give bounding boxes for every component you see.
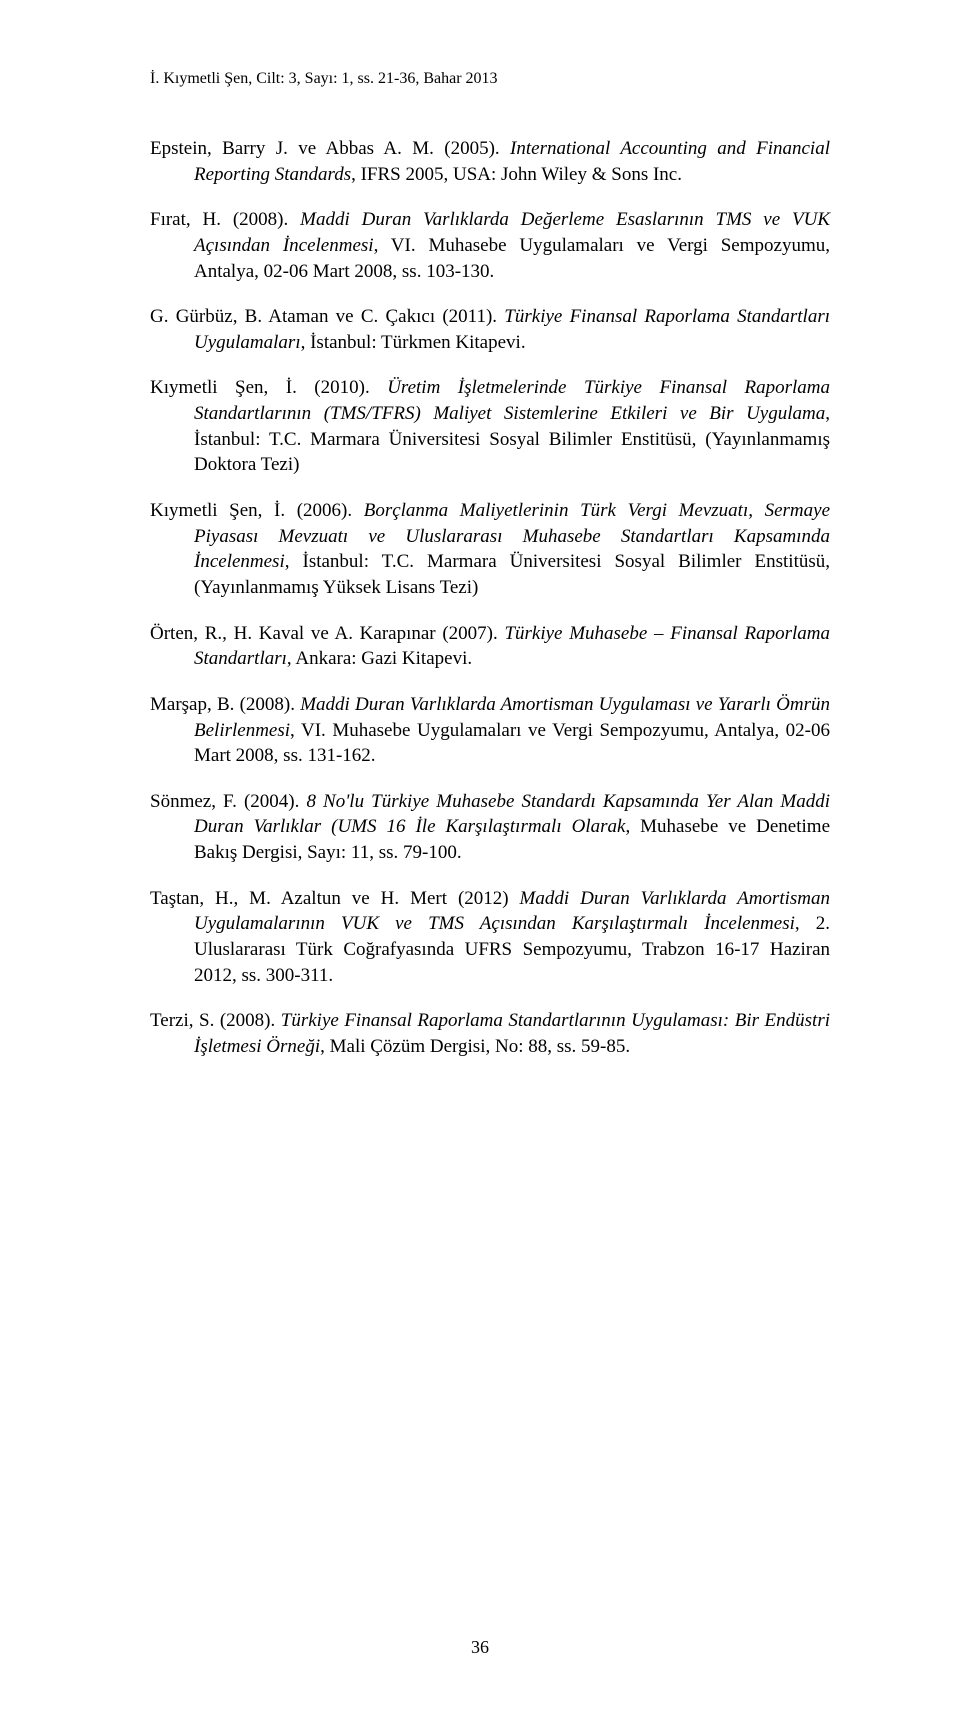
reference-entry: Örten, R., H. Kaval ve A. Karapınar (200… — [150, 621, 830, 672]
ref-text: , İstanbul: T.C. Marmara Üniversitesi So… — [194, 551, 830, 598]
ref-text: , Ankara: Gazi Kitapevi. — [287, 648, 472, 669]
ref-text: Marşap, B. (2008). — [150, 694, 300, 715]
running-header: İ. Kıymetli Şen, Cilt: 3, Sayı: 1, ss. 2… — [150, 70, 830, 88]
page: İ. Kıymetli Şen, Cilt: 3, Sayı: 1, ss. 2… — [0, 0, 960, 1736]
reference-entry: Taştan, H., M. Azaltun ve H. Mert (2012)… — [150, 886, 830, 989]
reference-entry: Kıymetli Şen, İ. (2006). Borçlanma Maliy… — [150, 498, 830, 601]
ref-text: , Mali Çözüm Dergisi, No: 88, ss. 59-85. — [320, 1036, 630, 1057]
ref-text: Kıymetli Şen, İ. (2010). — [150, 377, 387, 398]
ref-text: , İstanbul: Türkmen Kitapevi. — [301, 332, 526, 353]
ref-text: , IFRS 2005, USA: John Wiley & Sons Inc. — [351, 164, 682, 185]
ref-text: G. Gürbüz, B. Ataman ve C. Çakıcı (2011)… — [150, 306, 504, 327]
ref-text: Epstein, Barry J. ve Abbas A. M. (2005). — [150, 138, 510, 159]
ref-text: Kıymetli Şen, İ. (2006). — [150, 500, 364, 521]
ref-text: Sönmez, F. (2004). — [150, 791, 306, 812]
reference-entry: Terzi, S. (2008). Türkiye Finansal Rapor… — [150, 1008, 830, 1059]
ref-text: Fırat, H. (2008). — [150, 209, 300, 230]
reference-entry: Kıymetli Şen, İ. (2010). Üretim İşletmel… — [150, 375, 830, 478]
reference-entry: Sönmez, F. (2004). 8 No'lu Türkiye Muhas… — [150, 789, 830, 866]
ref-text: , VI. Muhasebe Uygulamaları ve Vergi Sem… — [194, 720, 830, 767]
ref-text: Taştan, H., M. Azaltun ve H. Mert (2012) — [150, 888, 520, 909]
reference-entry: Fırat, H. (2008). Maddi Duran Varlıklard… — [150, 207, 830, 284]
page-number: 36 — [0, 1637, 960, 1658]
reference-entry: Marşap, B. (2008). Maddi Duran Varlıklar… — [150, 692, 830, 769]
ref-text: Terzi, S. (2008). — [150, 1010, 281, 1031]
reference-entry: Epstein, Barry J. ve Abbas A. M. (2005).… — [150, 136, 830, 187]
reference-entry: G. Gürbüz, B. Ataman ve C. Çakıcı (2011)… — [150, 304, 830, 355]
ref-text: Örten, R., H. Kaval ve A. Karapınar (200… — [150, 623, 504, 644]
